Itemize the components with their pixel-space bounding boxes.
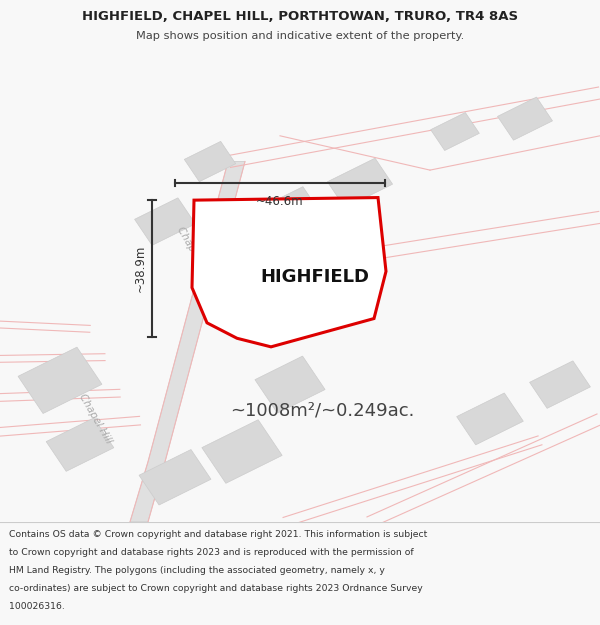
Polygon shape <box>260 187 320 234</box>
Text: Chapel Hill: Chapel Hill <box>77 392 113 446</box>
Text: to Crown copyright and database rights 2023 and is reproduced with the permissio: to Crown copyright and database rights 2… <box>9 548 413 557</box>
Polygon shape <box>46 418 114 471</box>
Polygon shape <box>431 112 479 151</box>
Polygon shape <box>18 347 102 414</box>
Text: 100026316.: 100026316. <box>9 602 65 611</box>
Polygon shape <box>299 262 365 323</box>
Polygon shape <box>328 158 392 208</box>
Text: ~46.6m: ~46.6m <box>256 195 304 208</box>
Polygon shape <box>497 97 553 140</box>
Text: HIGHFIELD: HIGHFIELD <box>260 268 370 286</box>
Text: ~1008m²/~0.249ac.: ~1008m²/~0.249ac. <box>230 401 415 419</box>
Text: Map shows position and indicative extent of the property.: Map shows position and indicative extent… <box>136 31 464 41</box>
Polygon shape <box>530 361 590 408</box>
Text: ~38.9m: ~38.9m <box>134 245 147 292</box>
Text: co-ordinates) are subject to Crown copyright and database rights 2023 Ordnance S: co-ordinates) are subject to Crown copyr… <box>9 584 423 593</box>
Polygon shape <box>202 420 282 483</box>
Polygon shape <box>192 198 386 347</box>
Polygon shape <box>130 161 245 522</box>
Polygon shape <box>134 198 196 246</box>
Polygon shape <box>255 356 325 413</box>
Polygon shape <box>139 449 211 505</box>
Text: Chapel Hill: Chapel Hill <box>175 225 211 278</box>
Text: HM Land Registry. The polygons (including the associated geometry, namely x, y: HM Land Registry. The polygons (includin… <box>9 566 385 575</box>
Polygon shape <box>184 141 236 182</box>
Text: HIGHFIELD, CHAPEL HILL, PORTHTOWAN, TRURO, TR4 8AS: HIGHFIELD, CHAPEL HILL, PORTHTOWAN, TRUR… <box>82 10 518 23</box>
Polygon shape <box>457 393 523 445</box>
Text: Contains OS data © Crown copyright and database right 2021. This information is : Contains OS data © Crown copyright and d… <box>9 530 427 539</box>
